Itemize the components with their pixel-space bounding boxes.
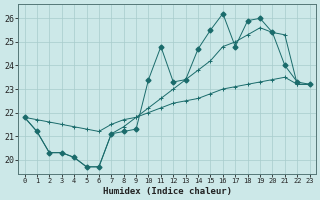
X-axis label: Humidex (Indice chaleur): Humidex (Indice chaleur)	[103, 187, 232, 196]
